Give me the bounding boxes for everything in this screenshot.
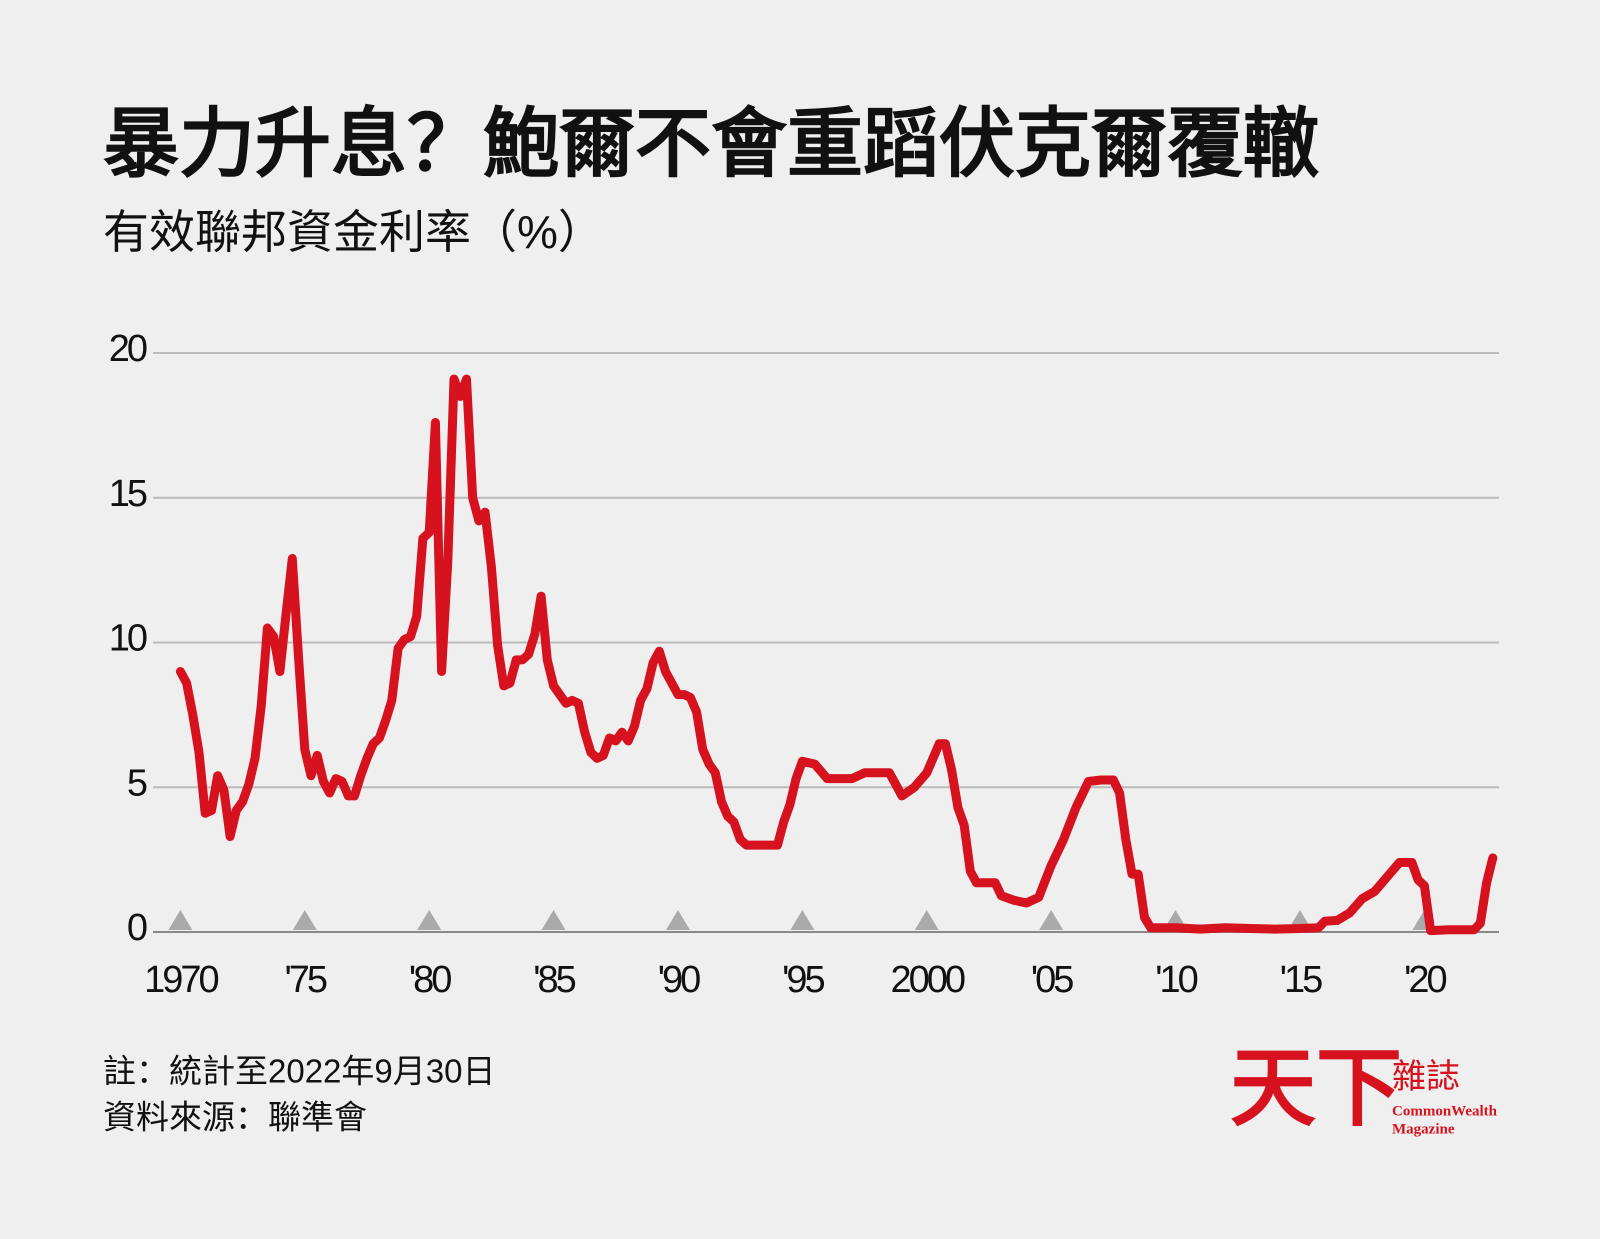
x-tick-label: '85	[533, 959, 575, 1001]
y-tick-label: 10	[109, 618, 147, 660]
note: 註：統計至2022年9月30日	[103, 1053, 495, 1090]
x-tick-label: '90	[658, 959, 700, 1001]
logo-name: 天下	[1230, 1041, 1402, 1137]
y-tick-label: 0	[127, 907, 147, 949]
x-tick-marker	[292, 910, 317, 930]
x-tick-label: 2000	[890, 959, 964, 1001]
y-tick-label: 5	[127, 762, 147, 804]
x-tick-marker	[790, 910, 815, 930]
x-tick-label: '20	[1404, 959, 1446, 1001]
x-tick-marker	[665, 910, 690, 930]
chart-subtitle: 有效聯邦資金利率（%）	[103, 206, 604, 258]
logo-english: CommonWealth	[1392, 1103, 1498, 1119]
x-tick-marker	[417, 910, 442, 930]
x-tick-label: '95	[782, 959, 824, 1001]
rate-line	[175, 374, 1498, 936]
y-tick-label: 20	[109, 328, 147, 370]
chart-title: 暴力升息？鮑爾不會重蹈伏克爾覆轍	[103, 102, 1319, 187]
x-tick-marker	[541, 910, 566, 930]
logo-suffix: 雜誌	[1392, 1058, 1460, 1096]
x-tick-label: '75	[285, 959, 327, 1001]
x-tick-label: '15	[1280, 959, 1322, 1001]
x-tick-marker	[168, 910, 193, 930]
y-tick-label: 15	[109, 473, 147, 515]
x-tick-label: '10	[1155, 959, 1197, 1001]
x-tick-marker	[914, 910, 939, 930]
x-tick-label: '05	[1031, 959, 1073, 1001]
source: 資料來源：聯準會	[103, 1099, 367, 1136]
x-tick-marker	[1039, 910, 1064, 930]
x-tick-label: '80	[409, 959, 451, 1001]
x-tick-label: 1970	[144, 959, 218, 1001]
logo-english: Magazine	[1392, 1121, 1455, 1137]
